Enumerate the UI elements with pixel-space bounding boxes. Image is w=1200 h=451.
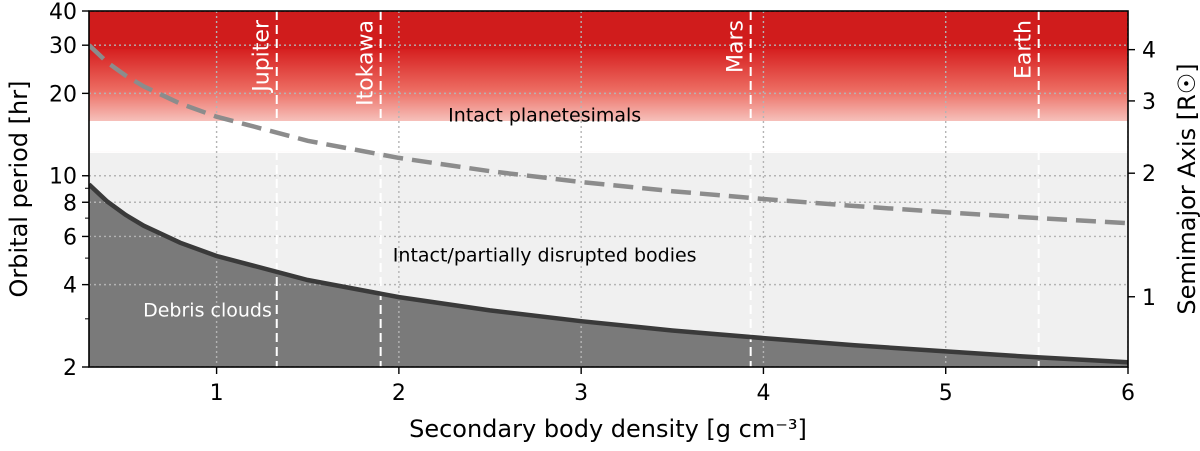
reference-line-label: Mars bbox=[724, 20, 749, 73]
x-tick-label: 6 bbox=[1121, 381, 1135, 406]
y-tick-label: 6 bbox=[63, 225, 77, 250]
y-tick-label: 8 bbox=[63, 191, 77, 216]
region-label: Intact/partially disrupted bodies bbox=[393, 244, 697, 266]
series-line-solid bbox=[89, 182, 1128, 365]
region-label: Intact planetesimals bbox=[448, 105, 641, 127]
x-tick-label: 4 bbox=[756, 381, 770, 406]
x-tick-label: 1 bbox=[210, 381, 224, 406]
x-axis-label: Secondary body density [g cm⁻³] bbox=[409, 415, 807, 443]
reference-line-label: Earth bbox=[1012, 20, 1037, 79]
region-labels: Intact planetesimals Intact/partially dis… bbox=[143, 105, 696, 322]
grid bbox=[89, 11, 1128, 367]
plot-frame bbox=[88, 10, 1129, 368]
y-right-tick-label: 1 bbox=[1142, 286, 1156, 311]
y-right-tick-label: 2 bbox=[1142, 162, 1156, 187]
reference-lines: Jupiter Itokawa Mars Earth bbox=[250, 11, 1040, 367]
debris-clouds-region bbox=[89, 184, 1128, 367]
y-tick-label: 40 bbox=[49, 0, 77, 25]
x-tick-label: 3 bbox=[574, 381, 588, 406]
red-solid-top bbox=[89, 11, 1128, 49]
series-line-dashed bbox=[89, 43, 1128, 226]
y-tick-label: 2 bbox=[63, 356, 77, 381]
reference-line-label: Jupiter bbox=[250, 19, 275, 94]
y-tick-label: 20 bbox=[49, 82, 77, 107]
x-tick-label: 2 bbox=[392, 381, 406, 406]
x-tick-label: 5 bbox=[939, 381, 953, 406]
y-axis-right-label: Semimajor Axis [R☉] bbox=[1173, 63, 1200, 314]
white-band-region bbox=[89, 121, 1128, 151]
y-tick-label: 30 bbox=[49, 34, 77, 59]
y-right-tick-label: 3 bbox=[1142, 90, 1156, 115]
axes: 1 2 3 4 5 6 2 4 6 810 20 30 40 1 2 3 4 bbox=[49, 0, 1156, 406]
y-axis-label: Orbital period [hr] bbox=[5, 81, 33, 298]
reference-line-label: Itokawa bbox=[354, 20, 379, 106]
y-tick-label: 10 bbox=[49, 165, 77, 190]
y-right-tick-label: 4 bbox=[1142, 39, 1156, 64]
y-tick-label: 4 bbox=[63, 274, 77, 299]
region-label: Debris clouds bbox=[143, 300, 272, 322]
